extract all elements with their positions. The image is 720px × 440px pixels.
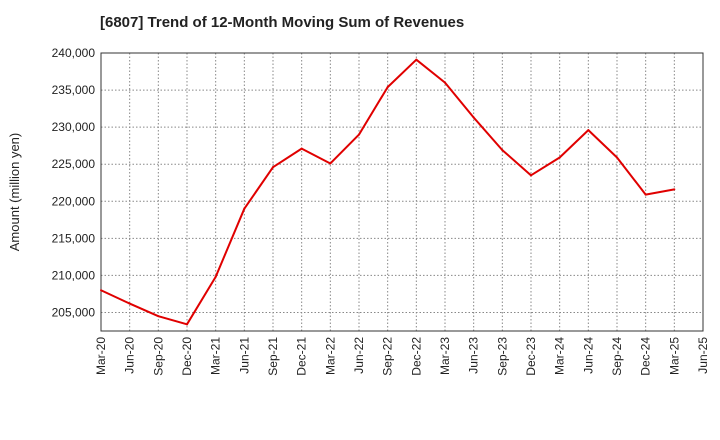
y-tick-label: 210,000 xyxy=(52,268,96,282)
x-tick-label: Jun-23 xyxy=(467,337,481,374)
x-tick-label: Sep-21 xyxy=(266,337,280,376)
x-tick-label: Jun-21 xyxy=(237,337,251,374)
data-point xyxy=(558,156,561,159)
y-tick-label: 225,000 xyxy=(52,157,96,171)
data-point xyxy=(472,116,475,119)
x-tick-label: Dec-20 xyxy=(180,337,194,376)
data-point xyxy=(272,166,274,169)
x-tick-label: Jun-24 xyxy=(581,337,595,374)
x-tick-label: Mar-23 xyxy=(438,337,452,375)
y-tick-label: 220,000 xyxy=(52,194,96,208)
series-layer xyxy=(100,58,676,326)
data-point xyxy=(501,149,504,152)
x-tick-label: Sep-24 xyxy=(610,337,624,376)
axes xyxy=(100,52,704,332)
x-tick-label: Sep-22 xyxy=(381,337,395,376)
data-point xyxy=(128,302,131,305)
x-tick-label: Jun-22 xyxy=(352,337,366,374)
data-point xyxy=(444,81,446,84)
x-tick-label: Mar-25 xyxy=(667,337,681,375)
data-point xyxy=(616,156,618,159)
data-point xyxy=(386,86,389,89)
y-tick-label: 230,000 xyxy=(52,120,96,134)
x-tick-label: Dec-21 xyxy=(295,337,309,376)
x-tick-label: Dec-22 xyxy=(409,337,423,376)
y-tick-label: 240,000 xyxy=(52,46,96,60)
data-point xyxy=(300,147,303,150)
data-point xyxy=(644,193,647,196)
data-point xyxy=(243,207,246,210)
y-tick-label: 235,000 xyxy=(52,83,96,97)
x-tick-label: Mar-20 xyxy=(94,337,108,375)
x-tick-label: Dec-24 xyxy=(639,337,653,376)
x-tick-label: Dec-23 xyxy=(524,337,538,376)
data-point xyxy=(100,289,102,292)
labels: 205,000 210,000 215,000 220,000 225,000 230,0… xyxy=(7,46,710,376)
x-tick-label: Mar-21 xyxy=(209,337,223,375)
plot-frame xyxy=(100,52,704,332)
x-tick-label: Mar-24 xyxy=(553,337,567,375)
y-tick-label: 215,000 xyxy=(52,231,96,245)
x-tick-label: Sep-20 xyxy=(151,337,165,376)
x-tick-label: Mar-22 xyxy=(323,337,337,375)
data-point xyxy=(587,129,590,132)
y-tick-label: 205,000 xyxy=(52,305,96,319)
grid xyxy=(101,53,703,331)
data-point xyxy=(415,58,418,61)
data-point xyxy=(358,133,360,136)
data-point xyxy=(157,315,160,318)
data-point xyxy=(673,188,676,191)
x-tick-label: Sep-23 xyxy=(495,337,509,376)
x-tick-label: Jun-25 xyxy=(696,337,710,374)
x-tick-label: Jun-20 xyxy=(123,337,137,374)
data-point xyxy=(530,174,532,177)
data-point xyxy=(329,162,332,165)
chart-title: [6807] Trend of 12-Month Moving Sum of R… xyxy=(100,14,465,31)
y-axis-label: Amount (million yen) xyxy=(7,133,22,252)
data-point xyxy=(186,323,188,326)
data-point xyxy=(214,275,217,278)
